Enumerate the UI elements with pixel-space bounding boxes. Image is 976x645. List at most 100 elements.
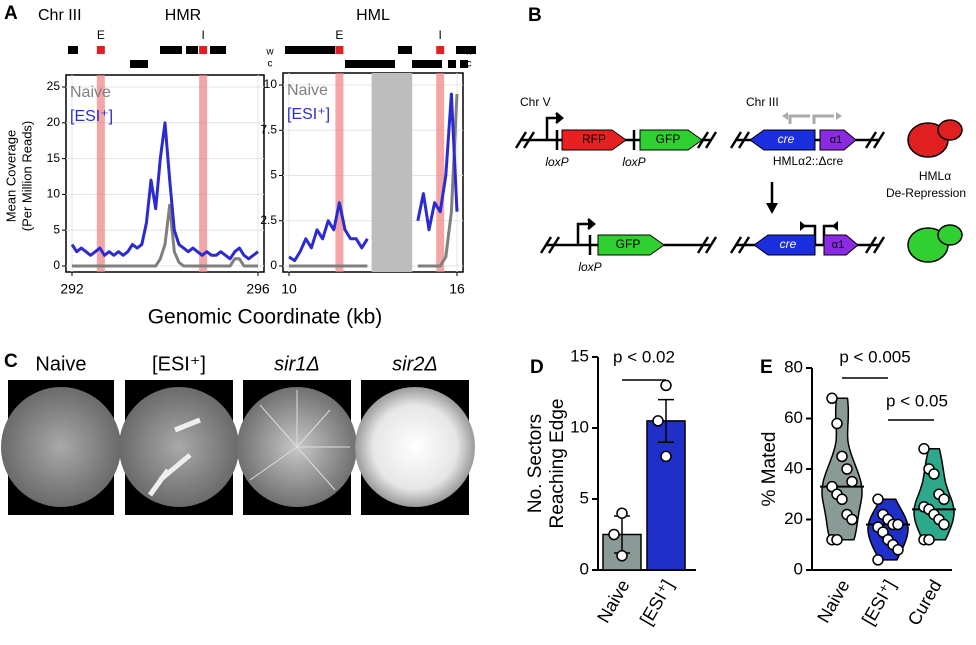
legend-label: [ESI⁺] [287,106,330,123]
panel-label: E [760,357,773,378]
data-point [938,518,950,531]
data-point [846,513,858,526]
highlight-marker [199,46,208,54]
diagram-label: Chr III [746,95,779,109]
series-line [288,92,459,263]
data-point [616,550,628,562]
yeast [907,119,963,263]
highlight-marker [436,46,445,54]
data-point [608,528,620,541]
y-tick-label: 2.5 [260,213,277,227]
chart-title: HMR [165,7,201,24]
data-point [892,518,904,531]
data-point [841,463,853,475]
annotation: p < 0.02 [613,347,675,366]
data-point [831,533,843,546]
legend-label: Naive [287,82,328,99]
x-tick-label: [ESI⁺] [636,576,678,628]
highlight-band [335,73,344,272]
y-tick-label: 15 [570,346,589,365]
highlight-marker [335,46,344,54]
x-tick-label: Cured [904,576,946,628]
y-tick-label: 0 [270,258,277,272]
data-point [928,468,940,480]
data-point [872,493,884,506]
x-axis-title: Genomic Coordinate (kb) [148,306,383,329]
highlight-band [199,75,208,272]
colony-label: sir1Δ [274,353,320,375]
x-tick-label: Naive [813,576,853,626]
masked-region [371,73,413,272]
strand-label: w [265,47,274,58]
gene-arrows [561,129,859,256]
series-line [289,94,459,268]
colony-label: Naive [35,353,86,375]
annotation: p < 0.05 [886,391,948,410]
diagram-label: Chr V [520,95,551,109]
x-tick-label: 292 [60,281,84,297]
highlight-band [436,73,445,272]
y-tick-label: 7.5 [260,122,277,136]
data-point [652,415,664,427]
y-tick-label: 60 [784,408,803,427]
y-axis-title: % Mated [759,432,780,507]
panel-label: A [4,3,18,24]
data-point [938,493,950,506]
gene-label: GFP [616,237,641,251]
gene-track [68,46,476,68]
y-tick-label: 20 [47,115,61,129]
series-line [70,121,259,261]
panel-label: C [4,351,18,372]
y-axis-title: Reaching Edge [547,399,568,529]
site-label: loxP [578,260,601,274]
legend-label: Naive [70,84,111,101]
annotation: p < 0.005 [839,347,910,366]
highlight-label: E [335,28,343,42]
y-tick-label: 10 [264,77,278,91]
y-tick-label: 0 [53,258,60,272]
x-tick-label: 16 [449,281,465,297]
arrows [788,114,834,124]
highlight-marker [96,46,105,54]
highlight-label: I [201,28,204,42]
arrow-head [800,221,838,231]
data-point [826,392,838,405]
site-label: loxP [545,155,568,169]
data-point [831,417,843,430]
data-point [616,507,628,519]
chromosome-label: Chr III [38,7,82,24]
colony-label: [ESI⁺] [152,353,206,375]
gene-label: RFP [582,132,606,146]
y-tick-label: 80 [784,357,803,376]
y-tick-label: 5 [270,168,277,182]
phenotype-label: HMLα [919,169,951,183]
y-tick-label: 15 [47,151,61,165]
gene-label: cre [778,132,795,146]
phenotype-label: De-Repression [886,186,966,200]
y-axis-title: Mean Coverage [3,130,18,223]
error-bar [658,398,674,443]
gene-label: cre [780,237,797,251]
data-point [836,493,848,506]
y-axis-title: (Per Million Reads) [19,121,34,232]
series-line [72,203,258,268]
data-point [892,544,904,556]
y-tick-label: 5 [53,222,60,236]
data-point [660,379,672,392]
gene-label: α1 [832,239,844,251]
arrows [782,112,842,120]
locus-label: HMLα2::Δcre [773,154,844,168]
strand-label: c [268,59,273,70]
data-point [836,450,848,463]
x-tick-label: Naive [593,576,633,626]
x-tick-label: 296 [246,281,270,297]
data-point [918,443,930,455]
bar [646,420,686,571]
data-point [923,533,935,546]
colony-images [1,380,475,515]
strand-label: c [467,59,472,70]
panel-label: D [530,357,544,378]
y-tick-label: 0 [794,559,803,578]
y-tick-label: 0 [580,559,589,578]
